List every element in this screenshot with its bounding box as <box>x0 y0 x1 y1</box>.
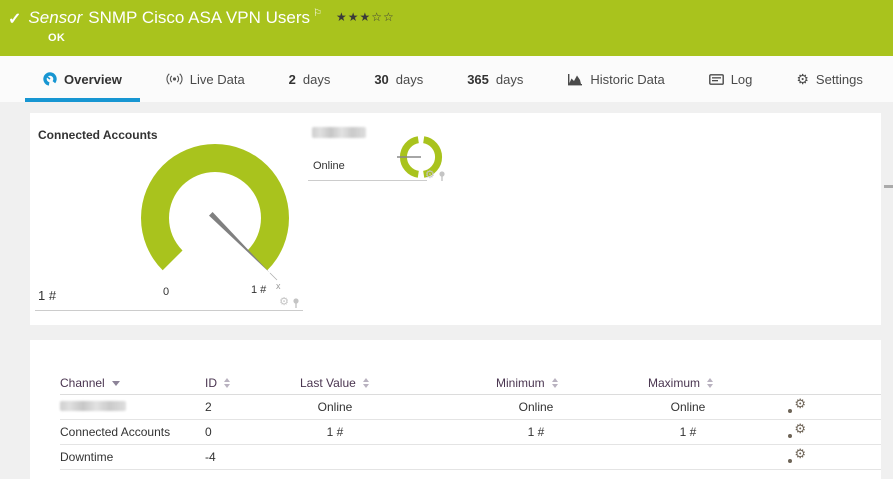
flag-icon[interactable]: ⚐ <box>312 8 322 19</box>
gauge-widget-connected-accounts[interactable]: Connected Accounts x 0 1 # 1 # ⚙ <box>35 118 303 311</box>
cell-id: 0 <box>205 425 212 439</box>
widget-controls: ⚙ <box>425 170 446 181</box>
column-label: ID <box>205 376 217 390</box>
status-badge: OK <box>48 32 66 44</box>
tab-365-days[interactable]: 365 days <box>449 56 541 102</box>
cell-last-value: 1 # <box>326 425 344 439</box>
widget-controls: ⚙ <box>279 297 300 308</box>
tab-live-data[interactable]: Live Data <box>148 56 263 102</box>
column-label: Maximum <box>648 376 701 390</box>
priority-stars[interactable]: ★★★☆☆ <box>336 10 395 24</box>
column-header-last-value[interactable]: Last Value <box>300 376 496 390</box>
tab-label: days <box>302 71 331 87</box>
donut-widget-status[interactable]: Online ⚙ <box>308 118 458 193</box>
tab-label: days <box>495 71 524 87</box>
tab-number: 30 <box>374 71 389 87</box>
tab-label: Live Data <box>189 71 245 87</box>
tab-label: Overview <box>64 71 122 87</box>
tab-label: days <box>395 71 424 87</box>
tab-2-days[interactable]: 2 days <box>271 56 349 102</box>
gear-dot <box>788 409 792 413</box>
log-icon <box>708 73 724 85</box>
sensor-header: ✓ Sensor SNMP Cisco ASA VPN Users ⚐ ★★★☆… <box>0 0 893 56</box>
column-header-minimum[interactable]: Minimum <box>496 376 648 390</box>
scroll-indicator <box>884 185 893 188</box>
tab-historic-data[interactable]: Historic Data <box>549 56 682 102</box>
status-ok-check-icon: ✓ <box>8 11 22 28</box>
cell-minimum: 1 # <box>527 425 545 439</box>
tab-bar: Overview Live Data 2 days 30 days 365 da… <box>0 56 893 102</box>
channel-settings-icon[interactable]: ⚙ <box>788 396 806 413</box>
overview-panel: Connected Accounts x 0 1 # 1 # ⚙ <box>30 113 881 325</box>
channel-table: Channel ID Last Value Minimum Maximum <box>30 340 881 470</box>
sort-desc-icon <box>111 380 120 386</box>
broadcast-icon <box>166 73 183 85</box>
table-row[interactable]: 2 Online Online Online ⚙ <box>60 395 881 420</box>
gauge-chart: x <box>141 143 289 291</box>
cell-channel: Downtime <box>60 450 114 464</box>
stars-empty: ☆☆ <box>371 10 395 24</box>
gear-dot <box>788 459 792 463</box>
chart-icon <box>568 73 583 85</box>
sensor-title-row: ✓ Sensor SNMP Cisco ASA VPN Users ⚐ ★★★☆… <box>0 0 893 28</box>
tab-number: 2 <box>288 71 296 87</box>
gear-icon: ⚙ <box>794 396 806 411</box>
gauge-current-value: 1 # <box>38 288 57 303</box>
widget-pin-icon[interactable] <box>292 297 300 308</box>
cell-minimum: Online <box>518 400 554 414</box>
column-label: Minimum <box>496 376 545 390</box>
gauge-scale-max: 1 # <box>251 284 267 296</box>
gear-icon: ⚙ <box>796 71 809 87</box>
column-label: Last Value <box>300 376 356 390</box>
gear-dot <box>788 434 792 438</box>
gauge-scale-min: 0 <box>163 286 170 298</box>
gear-icon: ⚙ <box>794 446 806 461</box>
cell-last-value: Online <box>317 400 353 414</box>
table-row[interactable]: Downtime -4 ⚙ <box>60 445 881 470</box>
column-header-id[interactable]: ID <box>205 376 300 390</box>
tab-number: 365 <box>467 71 489 87</box>
donut-title-blurred <box>312 127 366 138</box>
column-label: Channel <box>60 376 105 390</box>
widget-gear-icon[interactable]: ⚙ <box>425 169 435 181</box>
tab-settings[interactable]: ⚙ Settings <box>778 56 881 102</box>
column-header-maximum[interactable]: Maximum <box>648 376 780 390</box>
cell-id: 2 <box>205 400 212 414</box>
tab-label: Settings <box>815 71 863 87</box>
column-header-channel[interactable]: Channel <box>60 376 205 390</box>
page-title: SNMP Cisco ASA VPN Users <box>88 8 310 27</box>
tab-log[interactable]: Log <box>691 56 771 102</box>
tab-overview[interactable]: Overview <box>25 56 140 102</box>
table-row[interactable]: Connected Accounts 0 1 # 1 # 1 # ⚙ <box>60 420 881 445</box>
gauge-tip-marker: x <box>276 281 281 291</box>
tab-30-days[interactable]: 30 days <box>356 56 441 102</box>
sort-both-icon <box>224 378 230 388</box>
channel-name-blurred <box>60 401 126 411</box>
tab-label: Historic Data <box>590 71 665 87</box>
channel-settings-icon[interactable]: ⚙ <box>788 421 806 438</box>
table-header-row: Channel ID Last Value Minimum Maximum <box>60 372 881 395</box>
sort-both-icon <box>707 378 714 388</box>
stars-filled: ★★★ <box>335 10 372 24</box>
widget-divider <box>308 180 427 181</box>
widget-pin-icon[interactable] <box>438 170 446 181</box>
tab-label: Log <box>730 71 753 87</box>
gear-icon: ⚙ <box>794 421 806 436</box>
donut-value-label: Online <box>313 160 345 172</box>
channel-settings-icon[interactable]: ⚙ <box>788 446 806 463</box>
sort-both-icon <box>551 378 558 388</box>
gauge-title: Connected Accounts <box>38 128 158 142</box>
cell-maximum: Online <box>670 400 706 414</box>
widget-gear-icon[interactable]: ⚙ <box>279 296 289 308</box>
cell-channel: Connected Accounts <box>60 425 171 439</box>
channels-panel: Channel ID Last Value Minimum Maximum <box>30 340 881 479</box>
gauge-icon <box>43 72 57 86</box>
sort-both-icon <box>362 378 369 388</box>
cell-id: -4 <box>205 450 216 464</box>
sensor-type-label: Sensor <box>28 8 83 27</box>
cell-maximum: 1 # <box>679 425 697 439</box>
donut-chart <box>397 136 442 178</box>
